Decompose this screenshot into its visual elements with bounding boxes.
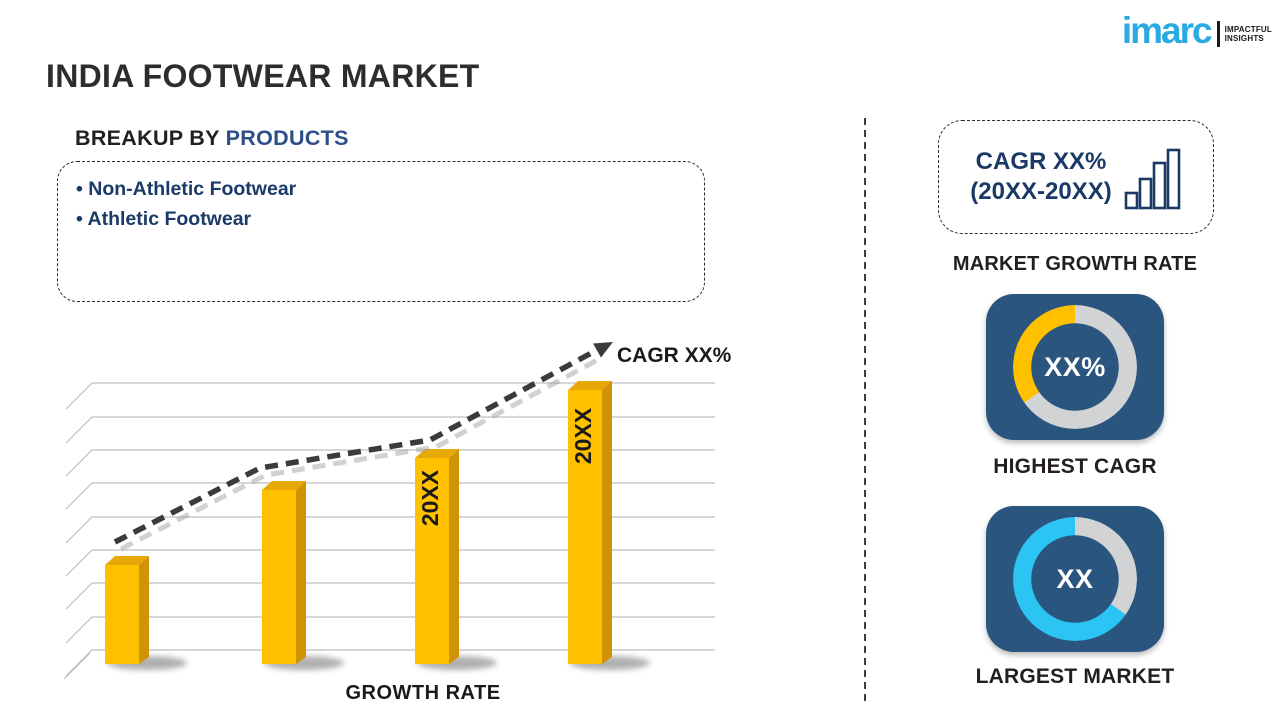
largest-market-card: XX [986,506,1164,652]
market-growth-rate-label: MARKET GROWTH RATE [952,253,1198,275]
largest-market-value: XX [1056,563,1094,594]
imarc-logo: imarc IMPACTFUL INSIGHTS [1122,12,1272,50]
highest-cagr-value: XX% [1044,351,1106,382]
bar-chart-icon [1124,148,1181,210]
breakup-products-list: Non-Athletic Footwear Athletic Footwear [76,174,686,234]
bar-4-label: 20XX [570,407,596,464]
page-title: INDIA FOOTWEAR MARKET [46,58,480,94]
logo-tagline-line1: IMPACTFUL [1224,24,1272,34]
trend-arrowhead [593,342,613,358]
highest-cagr-label: HIGHEST CAGR [993,455,1157,478]
highest-cagr-donut: XX% [1013,305,1137,429]
logo-divider-bar [1216,21,1220,47]
breakup-heading: BREAKUP BY PRODUCTS [75,126,349,151]
highest-cagr-card: XX% [986,294,1164,440]
cagr-summary-box: CAGR XX% (20XX-20XX) [938,120,1214,234]
donut-ring-cyan [1013,517,1137,641]
donut-ring-yellow [1013,305,1137,429]
x-axis-label: GROWTH RATE [345,682,500,704]
bar-4: 20XX [568,381,612,664]
largest-market-donut: XX [1013,517,1137,641]
bar-3: 20XX [415,449,459,664]
bar-1 [105,556,149,664]
trend-cagr-label: CAGR XX% [617,344,732,367]
imarc-logo-text: imarc [1121,10,1213,51]
breakup-heading-prefix: BREAKUP BY [75,126,220,150]
cagr-period-line: (20XX-20XX) [970,178,1112,205]
chart-gridlines [63,382,715,680]
cagr-summary-text: CAGR XX% (20XX-20XX) [970,147,1111,207]
breakup-heading-highlight: PRODUCTS [225,126,349,150]
list-item: Athletic Footwear [76,204,686,234]
largest-market-label: LARGEST MARKET [975,665,1175,688]
breakup-products-box: Non-Athletic Footwear Athletic Footwear [57,161,705,302]
logo-tagline-line2: INSIGHTS [1224,34,1264,43]
bar-2 [262,481,306,664]
bar-3-label: 20XX [417,469,443,526]
section-divider [864,118,866,702]
trend-line [113,342,613,552]
list-item: Non-Athletic Footwear [76,174,686,204]
cagr-value-line: CAGR XX% [975,148,1107,175]
logo-tagline: IMPACTFUL INSIGHTS [1225,25,1272,44]
growth-rate-bar-chart: 20XX 20XX CAGR XX% GROWTH RATE [63,342,732,704]
